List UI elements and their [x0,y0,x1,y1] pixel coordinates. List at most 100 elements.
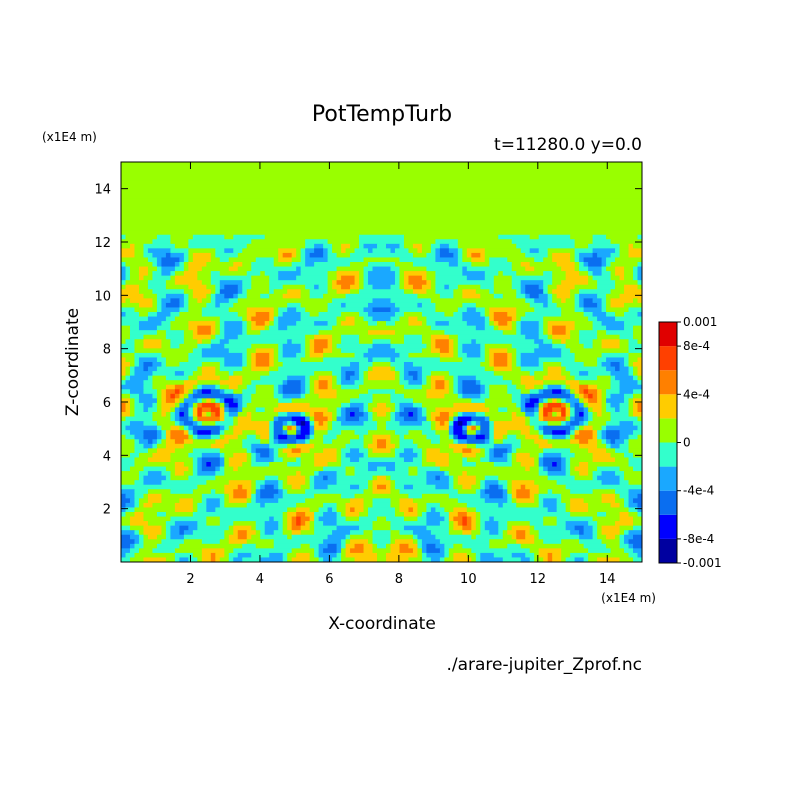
field-cell [188,252,194,258]
field-cell [579,293,598,299]
field-cell [359,384,405,390]
field-cell [336,289,351,295]
field-cell [619,534,625,540]
field-cell [323,475,329,481]
field-cell [300,302,329,308]
field-cell [538,402,544,408]
field-cell [529,389,540,395]
field-cell [251,452,257,458]
field-cell [390,530,400,536]
field-cell [561,552,571,558]
field-cell [588,507,630,513]
field-cell [332,380,338,386]
field-cell [565,416,571,422]
field-cell [143,534,149,540]
field-cell [368,375,396,381]
field-cell [291,416,306,422]
field-cell [417,502,427,508]
field-cell [336,502,347,508]
field-cell [498,530,504,536]
field-cell [516,457,535,463]
field-cell [183,334,194,340]
field-cell [493,316,513,322]
field-cell [215,466,221,472]
field-cell [619,243,630,249]
field-cell [363,443,369,449]
field-cell [385,552,418,558]
field-cell [390,489,400,495]
field-cell [296,266,302,272]
field-cell [296,552,311,558]
field-cell [565,389,571,395]
field-cell [300,421,306,427]
field-cell [601,525,621,531]
field-cell [579,534,594,540]
field-cell [215,421,234,427]
field-cell [332,280,338,286]
field-cell [426,543,436,549]
field-cell [161,412,167,418]
field-cell [242,375,261,381]
field-cell [556,398,562,404]
field-cell [390,298,432,304]
field-cell [417,248,423,254]
field-cell [489,416,513,422]
field-cell [350,243,360,249]
field-cell [574,412,580,418]
field-cell [246,348,257,354]
field-cell [493,321,499,327]
field-cell [368,462,396,468]
field-cell [574,325,594,331]
field-cell [165,362,180,368]
field-cell [309,289,329,295]
field-cell [574,375,598,381]
field-cell [421,375,427,381]
field-cell [121,366,126,372]
field-cell [354,507,365,513]
field-cell [412,548,418,554]
field-cell [435,248,441,254]
field-cell [417,302,423,308]
field-cell [597,375,612,381]
field-cell [462,471,468,477]
field-cell [430,425,436,431]
field-cell [493,421,526,427]
field-cell [633,466,643,472]
field-cell [219,430,225,436]
field-cell [579,402,585,408]
field-cell [309,480,315,486]
field-cell [296,507,311,513]
field-cell [134,480,144,486]
field-cell [561,339,567,345]
field-cell [457,393,463,399]
field-cell [480,425,490,431]
field-cell [125,552,135,558]
field-cell [228,384,239,390]
field-cell [377,543,387,549]
field-cell [561,366,567,372]
field-cell [260,375,288,381]
field-cell [439,557,445,563]
field-cell [619,516,634,522]
field-cell [484,384,490,390]
field-cell [435,462,450,468]
field-cell [412,252,427,258]
field-cell [219,380,243,386]
field-cell [520,321,540,327]
field-cell [305,257,329,263]
field-cell [534,539,544,545]
field-cell [498,480,508,486]
field-cell [610,548,625,554]
field-cell [543,416,567,422]
field-cell [421,548,427,554]
field-cell [453,448,463,454]
field-cell [453,389,459,395]
field-cell [282,484,293,490]
field-cell [188,239,252,245]
field-cell [426,516,445,522]
field-cell [255,525,266,531]
field-cell [628,448,643,454]
field-cell [619,557,634,563]
field-cell [165,534,171,540]
field-cell [291,516,297,522]
